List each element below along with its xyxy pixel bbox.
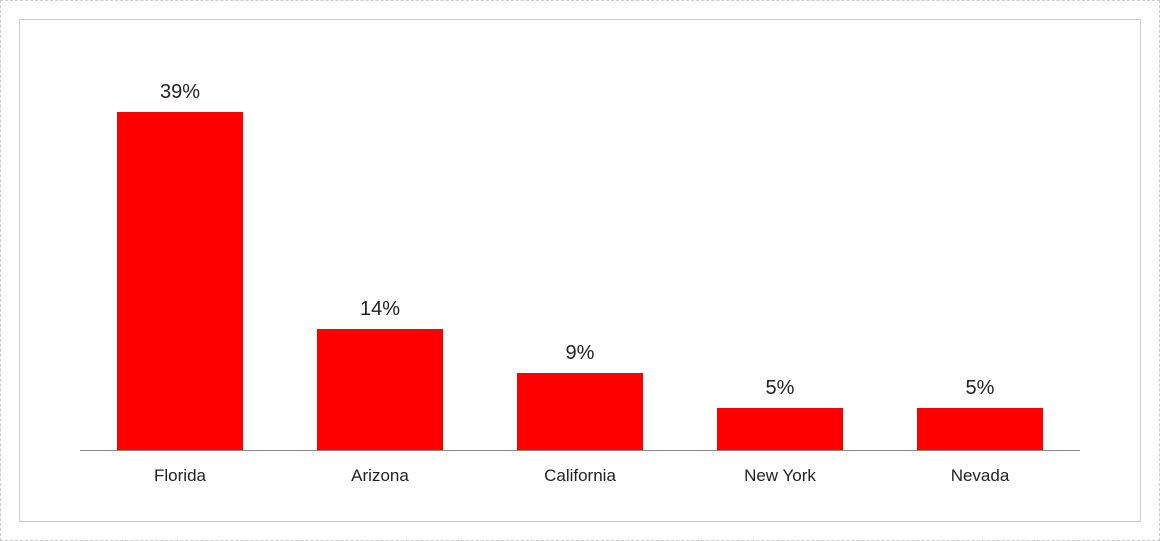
x-axis-baseline bbox=[80, 450, 1080, 451]
bar-group: 14% bbox=[290, 60, 470, 451]
bar bbox=[117, 112, 243, 451]
x-axis-label: Florida bbox=[90, 466, 270, 486]
bar-value-label: 14% bbox=[360, 298, 400, 321]
bar-value-label: 5% bbox=[966, 377, 995, 400]
x-axis-label: California bbox=[490, 466, 670, 486]
bar-group: 5% bbox=[890, 60, 1070, 451]
bar bbox=[917, 408, 1043, 451]
bars-area: 39% 14% 9% 5% 5% bbox=[80, 60, 1080, 451]
chart-outer-frame: 39% 14% 9% 5% 5% Florida Arizona bbox=[0, 0, 1160, 541]
chart-plot-area: 39% 14% 9% 5% 5% Florida Arizona bbox=[19, 19, 1141, 522]
x-axis-label: Nevada bbox=[890, 466, 1070, 486]
bar-value-label: 39% bbox=[160, 81, 200, 104]
bar-group: 39% bbox=[90, 60, 270, 451]
bar-group: 9% bbox=[490, 60, 670, 451]
x-axis-labels: Florida Arizona California New York Neva… bbox=[80, 466, 1080, 486]
bar bbox=[717, 408, 843, 451]
bar bbox=[517, 373, 643, 451]
bar-group: 5% bbox=[690, 60, 870, 451]
x-axis-label: Arizona bbox=[290, 466, 470, 486]
bar bbox=[317, 329, 443, 451]
bar-value-label: 5% bbox=[766, 377, 795, 400]
x-axis-label: New York bbox=[690, 466, 870, 486]
bar-value-label: 9% bbox=[566, 342, 595, 365]
